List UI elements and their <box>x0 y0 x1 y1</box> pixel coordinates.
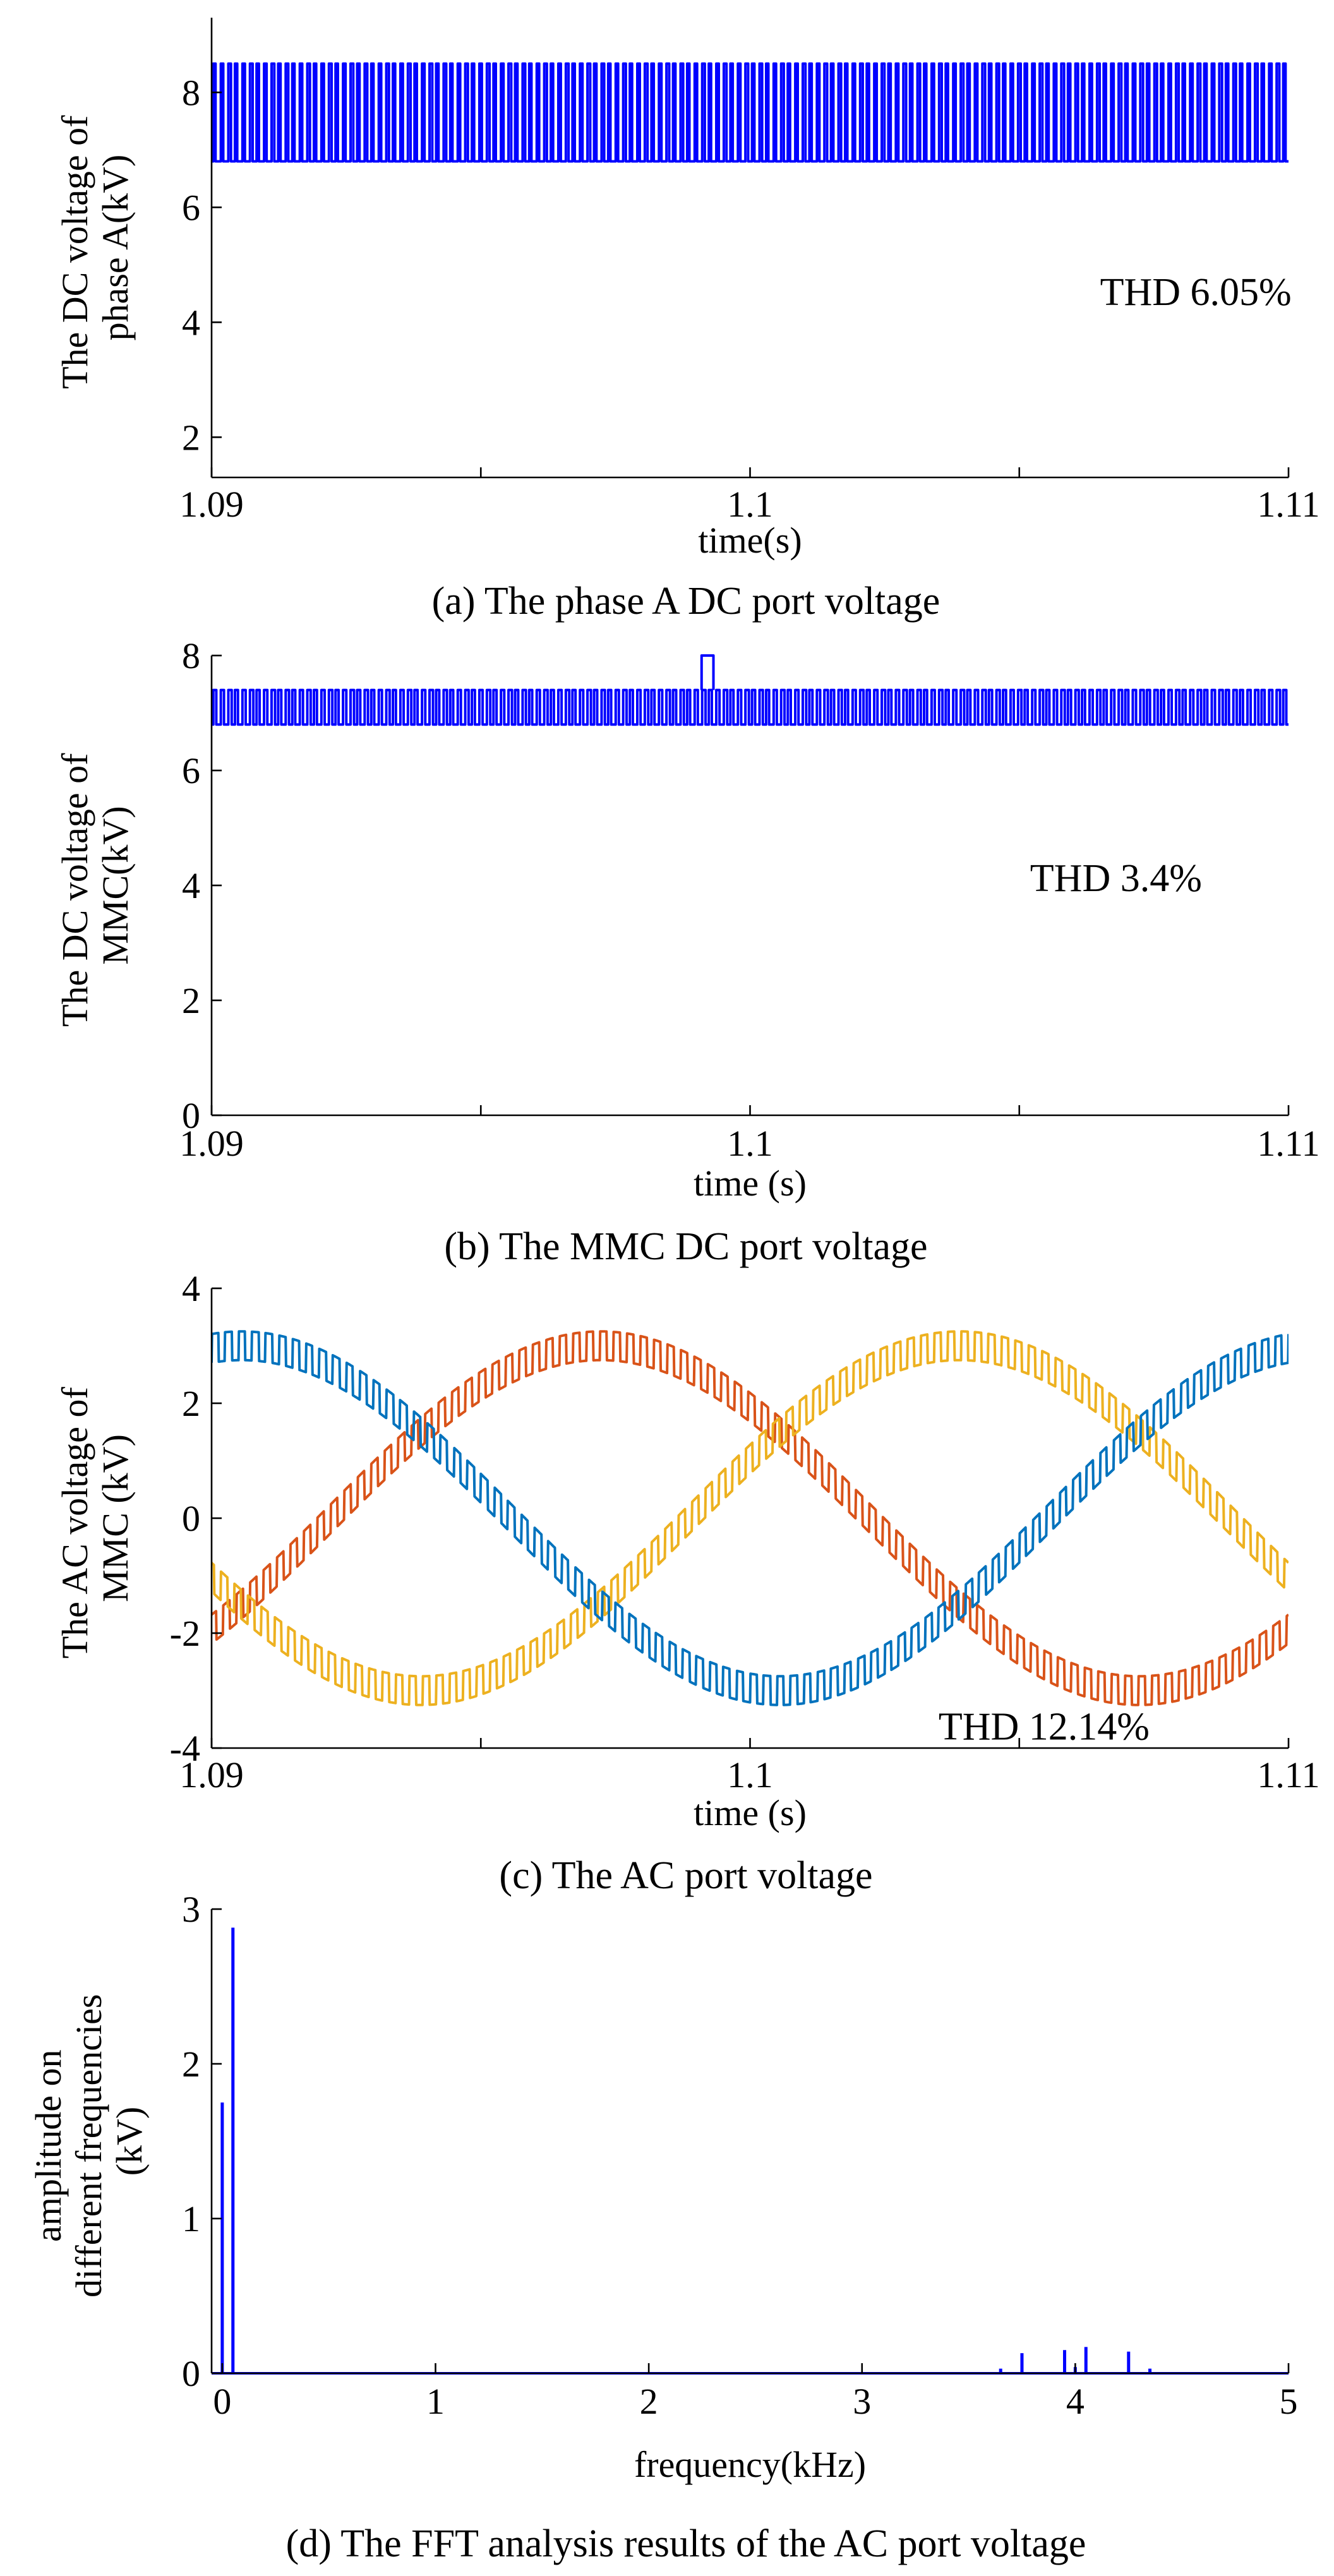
y-axis-label-c-line-1: The AC voltage of <box>54 1387 95 1659</box>
x-tick-label: 5 <box>1280 2381 1298 2422</box>
y-axis-label-d-line-1: amplitude on <box>28 2050 69 2242</box>
y-tick-label: 2 <box>182 980 200 1021</box>
series-line <box>212 688 1289 726</box>
y-axis-label-a-line-1: The DC voltage of <box>54 115 95 389</box>
y-axis-label-b: The DC voltage of MMC(kV) <box>54 744 136 1027</box>
x-axis-label-d: frequency(kHz) <box>634 2444 866 2485</box>
y-axis-label-a: The DC voltage of phase A(kV) <box>54 106 136 389</box>
caption-a: (a) The phase A DC port voltage <box>432 580 940 623</box>
y-tick-label: -2 <box>170 1613 200 1654</box>
axes-d: 0 1 2 3 4 5 0 1 2 3 <box>182 1889 1298 2422</box>
axes-b: 1.09 1.1 1.11 0 2 4 6 8 <box>179 635 1319 1164</box>
axes-c: 1.09 1.1 1.11 -4 -2 0 2 4 <box>170 1268 1320 1795</box>
y-tick-label: 2 <box>182 2044 200 2085</box>
y-tick-label: 1 <box>182 2198 200 2239</box>
y-tick-label: 2 <box>182 417 200 458</box>
y-axis-label-d: amplitude on different frequencies (kV) <box>28 1985 150 2297</box>
x-tick-label: 1.11 <box>1257 1754 1319 1795</box>
caption-b: (b) The MMC DC port voltage <box>444 1225 927 1268</box>
y-tick-label: 0 <box>182 2353 200 2394</box>
series-group-a <box>212 62 1289 163</box>
y-tick-label: 3 <box>182 1889 200 1930</box>
thd-annotation-b: THD 3.4% <box>1030 857 1202 900</box>
caption-c: (c) The AC port voltage <box>499 1854 872 1897</box>
phase-line-2 <box>212 1330 1289 1706</box>
x-axis-label-c: time (s) <box>694 1792 807 1833</box>
axes-a: 1.09 1.1 1.11 2 4 6 8 <box>179 18 1320 525</box>
y-tick-label: 0 <box>182 1498 200 1539</box>
x-tick-label: 1.09 <box>179 484 244 525</box>
phase-line-1 <box>212 1330 1289 1706</box>
y-tick-label: 4 <box>182 302 200 343</box>
x-tick-label: 1.09 <box>179 1754 244 1795</box>
x-tick-label: 2 <box>640 2381 658 2422</box>
x-tick-label: 4 <box>1066 2381 1085 2422</box>
series-group-c <box>212 1330 1289 1706</box>
series-group-b <box>212 654 1289 726</box>
x-tick-label: 1.1 <box>727 484 773 525</box>
y-tick-label: 4 <box>182 865 200 906</box>
y-tick-label: 6 <box>182 187 200 228</box>
y-tick-label: 0 <box>182 1095 200 1136</box>
phase-line-3 <box>212 1330 1289 1706</box>
x-tick-label: 1.09 <box>179 1123 244 1164</box>
x-tick-label: 1.1 <box>727 1123 773 1164</box>
y-tick-label: 2 <box>182 1383 200 1424</box>
caption-d: (d) The FFT analysis results of the AC p… <box>286 2522 1086 2565</box>
y-tick-label: 8 <box>182 72 200 113</box>
y-axis-label-b-line-1: The DC voltage of <box>54 753 95 1027</box>
panel-b: 1.09 1.1 1.11 0 2 4 6 8 THD 3.4% time (s) The D… <box>54 635 1320 1268</box>
x-tick-label: 1.1 <box>727 1754 773 1795</box>
thd-annotation-c: THD 12.14% <box>939 1705 1150 1748</box>
x-tick-label: 0 <box>213 2381 231 2422</box>
y-tick-label: -4 <box>170 1728 200 1769</box>
series-line <box>212 62 1289 163</box>
y-axis-label-a-line-2: phase A(kV) <box>95 155 136 341</box>
y-axis-label-b-line-2: MMC(kV) <box>95 806 136 964</box>
y-tick-label: 6 <box>182 750 200 791</box>
thd-annotation-a: THD 6.05% <box>1100 271 1292 314</box>
x-tick-label: 3 <box>853 2381 871 2422</box>
y-axis-label-d-line-2: different frequencies <box>68 1994 109 2297</box>
y-axis-label-c-line-2: MMC (kV) <box>95 1434 136 1602</box>
y-tick-label: 4 <box>182 1268 200 1309</box>
panel-d: 0 1 2 3 4 5 0 1 2 3 frequency(kHz) amplitude on d… <box>28 1889 1298 2565</box>
x-tick-label: 1.11 <box>1257 1123 1319 1164</box>
x-axis-label-b: time (s) <box>694 1163 807 1204</box>
y-axis-label-c: The AC voltage of MMC (kV) <box>54 1378 136 1659</box>
panel-c: 1.09 1.1 1.11 -4 -2 0 2 4 THD 12.14% time (s) T… <box>54 1268 1320 1897</box>
spike-mark <box>700 654 715 690</box>
x-tick-label: 1 <box>426 2381 445 2422</box>
y-axis-label-d-line-3: (kV) <box>109 2107 150 2176</box>
panel-a: 1.09 1.1 1.11 2 4 6 8 THD 6.05% time(s) The DC… <box>54 18 1320 623</box>
x-axis-label-a: time(s) <box>698 520 802 561</box>
x-tick-label: 1.11 <box>1257 484 1319 525</box>
y-tick-label: 8 <box>182 635 200 676</box>
